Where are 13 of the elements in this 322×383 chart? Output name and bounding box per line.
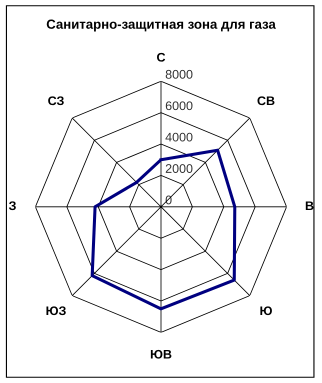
spoke-label: С xyxy=(157,52,166,62)
spoke-label: В xyxy=(306,201,314,210)
y-tick-label: 4000 xyxy=(165,132,192,142)
spoke-label: Ю xyxy=(260,306,272,316)
spoke-label: ЮЗ xyxy=(46,306,66,316)
chart-title: Санитарно-защитная зона для газа xyxy=(46,20,276,32)
spoke-label: СВ xyxy=(257,96,274,106)
spoke-label: З xyxy=(8,201,16,210)
spoke-label: ЮВ xyxy=(150,350,172,359)
y-tick-label: 8000 xyxy=(166,70,192,79)
y-tick-label: 6000 xyxy=(166,101,192,110)
spoke-label: СЗ xyxy=(48,96,64,106)
y-tick-label: 2000 xyxy=(166,164,192,173)
